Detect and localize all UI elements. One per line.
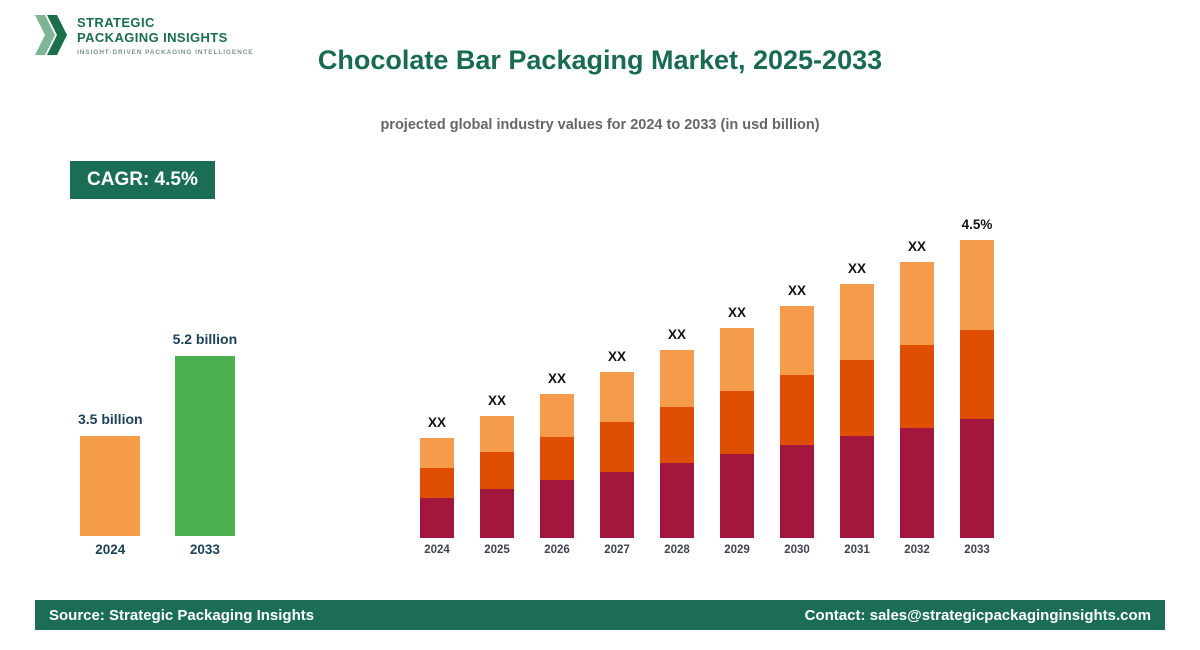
bar-value-label: XX [667, 327, 686, 342]
summary-value-label: 5.2 billion [172, 331, 238, 347]
segment-upper-2027 [600, 372, 634, 422]
year-label: 2030 [784, 544, 810, 556]
segment-lower-2029 [720, 454, 754, 538]
page-subtitle: projected global industry values for 202… [380, 117, 820, 133]
bar-value-label: XX [547, 371, 566, 386]
year-label: 2031 [844, 544, 870, 556]
stacked-bar-2029[interactable] [720, 328, 754, 538]
year-label: 2033 [964, 544, 990, 556]
bar-value-label: XX [607, 349, 626, 364]
segment-lower-2025 [480, 489, 514, 538]
segment-middle-2027 [600, 422, 634, 472]
brand-logo-text: STRATEGIC PACKAGING INSIGHTS INSIGHT-DRI… [77, 15, 254, 56]
segment-middle-2031 [840, 360, 874, 436]
year-label: 2025 [484, 544, 510, 556]
year-label: 2026 [544, 544, 570, 556]
bar-value-label: XX [427, 415, 446, 430]
segment-lower-2033 [960, 419, 994, 538]
summary-bar-group-2024: 3.5 billion 2024 [78, 411, 143, 558]
summary-year-label: 2024 [95, 542, 126, 557]
footer-bar: Source: Strategic Packaging Insights Con… [35, 600, 1165, 630]
year-label: 2027 [604, 544, 630, 556]
brand-logo: STRATEGIC PACKAGING INSIGHTS INSIGHT-DRI… [34, 13, 254, 57]
bar-value-label: XX [787, 283, 806, 298]
bar-value-label: XX [487, 393, 506, 408]
bar-value-label: XX [847, 261, 866, 276]
brand-name-line1: STRATEGIC [77, 14, 155, 30]
bar-group-2031: XX 2031 [840, 261, 874, 558]
stacked-bar-2026[interactable] [540, 394, 574, 538]
bar-group-2032: XX 2032 [900, 239, 934, 558]
year-label: 2028 [664, 544, 690, 556]
segment-lower-2031 [840, 436, 874, 538]
bar-group-2025: XX 2025 [480, 393, 514, 558]
summary-value-label: 3.5 billion [78, 411, 143, 427]
segment-upper-2025 [480, 416, 514, 452]
year-label: 2029 [724, 544, 750, 556]
stacked-bar-2025[interactable] [480, 416, 514, 538]
bar-value-label: XX [727, 305, 746, 320]
stacked-bar-2032[interactable] [900, 262, 934, 538]
bar-group-2030: XX 2030 [780, 283, 814, 558]
segment-lower-2026 [540, 480, 574, 538]
segment-upper-2029 [720, 328, 754, 391]
segment-middle-2028 [660, 407, 694, 463]
stacked-bar-2027[interactable] [600, 372, 634, 538]
stacked-bar-2033[interactable] [960, 240, 994, 538]
stacked-bar-2030[interactable] [780, 306, 814, 538]
segment-upper-2033 [960, 240, 994, 330]
bar-group-2026: XX 2026 [540, 371, 574, 558]
bar-value-label: 4.5% [961, 217, 993, 232]
bar-group-2024: XX 2024 [420, 415, 454, 558]
summary-bar-group-2033: 5.2 billion 2033 [173, 331, 238, 558]
segment-lower-2027 [600, 472, 634, 538]
summary-year-label: 2033 [189, 542, 220, 557]
year-label: 2032 [904, 544, 930, 556]
page-title: Chocolate Bar Packaging Market, 2025-203… [317, 45, 883, 75]
segment-middle-2029 [720, 391, 754, 454]
segment-lower-2030 [780, 445, 814, 538]
summary-bar-2033[interactable] [174, 356, 235, 536]
segment-middle-2026 [540, 437, 574, 480]
footer-source: Source: Strategic Packaging Insights [49, 606, 315, 624]
segment-middle-2030 [780, 375, 814, 445]
bar-group-2033: 4.5% 2033 [960, 217, 994, 558]
segment-upper-2026 [540, 394, 574, 437]
bar-group-2028: XX 2028 [660, 327, 694, 558]
main-chart: XX 2024 XX 2025 XX 2026 XX 2027 XX 2028 XX 2029 XX 20… [420, 217, 994, 558]
segment-middle-2025 [480, 452, 514, 489]
summary-bar-2024[interactable] [80, 436, 141, 536]
bar-group-2029: XX 2029 [720, 305, 754, 558]
bar-group-2027: XX 2027 [600, 349, 634, 558]
segment-middle-2033 [960, 330, 994, 419]
stacked-bar-2024[interactable] [420, 438, 454, 538]
segment-upper-2030 [780, 306, 814, 375]
segment-lower-2028 [660, 463, 694, 538]
segment-middle-2024 [420, 468, 454, 498]
segment-upper-2028 [660, 350, 694, 407]
stacked-bar-2028[interactable] [660, 350, 694, 538]
year-label: 2024 [424, 544, 450, 556]
bar-value-label: XX [907, 239, 926, 254]
segment-upper-2032 [900, 262, 934, 345]
summary-chart: 3.5 billion 2024 5.2 billion 2033 [78, 331, 237, 558]
stacked-bar-2031[interactable] [840, 284, 874, 538]
segment-middle-2032 [900, 345, 934, 428]
brand-tagline: INSIGHT-DRIVEN PACKAGING INTELLIGENCE [77, 48, 254, 56]
logo-chevron-icon [35, 15, 67, 55]
segment-upper-2031 [840, 284, 874, 360]
segment-upper-2024 [420, 438, 454, 468]
cagr-badge: CAGR: 4.5% [70, 161, 215, 199]
segment-lower-2032 [900, 428, 934, 538]
brand-name-line2: PACKAGING INSIGHTS [77, 29, 228, 45]
segment-lower-2024 [420, 498, 454, 538]
footer-contact: Contact: sales@strategicpackaginginsight… [804, 606, 1151, 624]
